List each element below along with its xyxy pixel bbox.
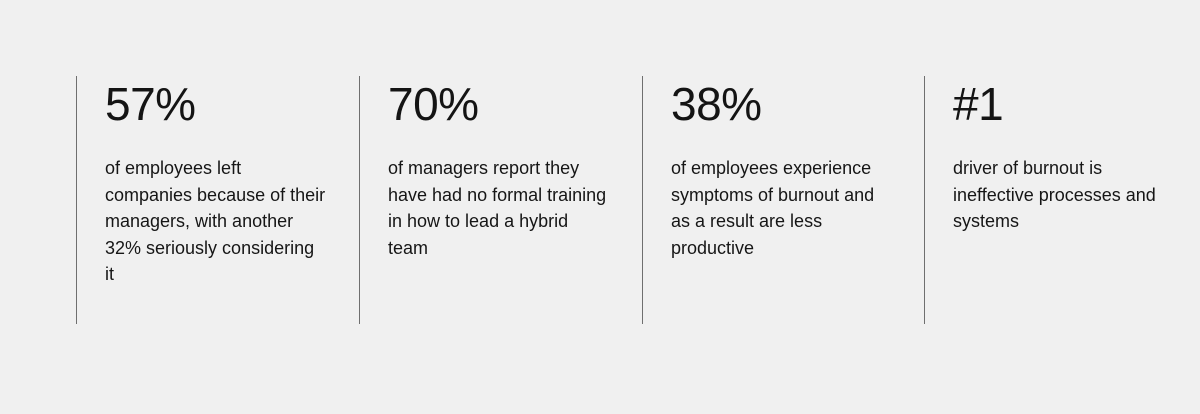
stat-description: of managers report they have had no form… <box>388 158 607 258</box>
stat-value: 57% <box>105 78 196 130</box>
stat-card-employees-left: 57% of employees left companies because … <box>76 76 326 324</box>
stat-card-burnout-driver: #1 driver of burnout is ineffective proc… <box>924 76 1174 324</box>
stat-description: of employees left companies because of t… <box>105 158 326 284</box>
stat-value: #1 <box>953 78 1004 130</box>
stat-card-manager-training: 70% of managers report they have had no … <box>359 76 609 324</box>
stat-description: driver of burnout is ineffective process… <box>953 158 1156 231</box>
stat-value: 38% <box>671 78 762 130</box>
stat-card-burnout-symptoms: 38% of employees experience symptoms of … <box>642 76 892 324</box>
stat-description: of employees experience symptoms of burn… <box>671 158 875 258</box>
stat-value: 70% <box>388 78 479 130</box>
